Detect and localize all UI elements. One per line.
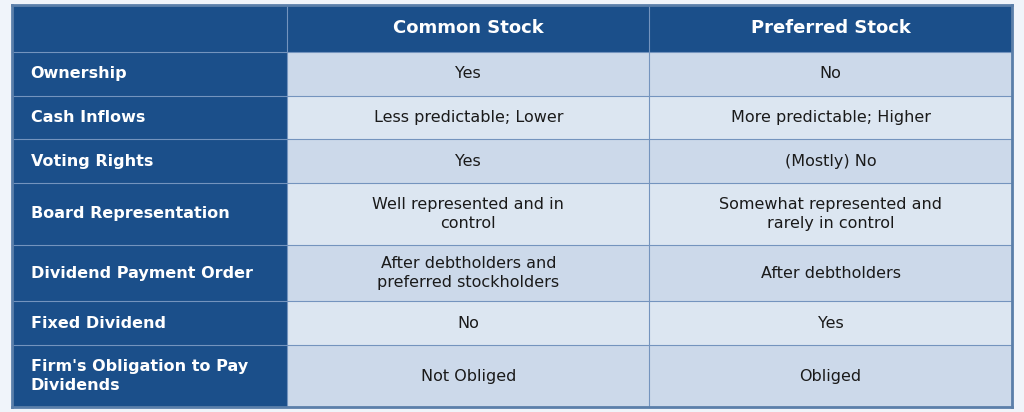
Text: Voting Rights: Voting Rights <box>31 154 154 169</box>
Text: Fixed Dividend: Fixed Dividend <box>31 316 166 331</box>
Bar <box>649 183 1012 245</box>
Text: Somewhat represented and
rarely in control: Somewhat represented and rarely in contr… <box>719 197 942 231</box>
Bar <box>649 301 1012 345</box>
Bar <box>287 52 649 96</box>
Text: Dividend Payment Order: Dividend Payment Order <box>31 266 253 281</box>
Text: Obliged: Obliged <box>800 368 861 384</box>
Bar <box>649 5 1012 52</box>
Bar <box>12 301 287 345</box>
Text: Less predictable; Lower: Less predictable; Lower <box>374 110 563 125</box>
Bar <box>649 245 1012 301</box>
Text: More predictable; Higher: More predictable; Higher <box>730 110 931 125</box>
Bar <box>12 5 287 52</box>
Text: (Mostly) No: (Mostly) No <box>784 154 877 169</box>
Text: Not Obliged: Not Obliged <box>421 368 516 384</box>
Text: Common Stock: Common Stock <box>393 19 544 37</box>
Bar <box>287 301 649 345</box>
Text: Firm's Obligation to Pay
Dividends: Firm's Obligation to Pay Dividends <box>31 359 248 393</box>
Text: No: No <box>458 316 479 331</box>
Bar <box>649 345 1012 407</box>
Bar <box>12 345 287 407</box>
Text: Yes: Yes <box>818 316 844 331</box>
Bar <box>287 183 649 245</box>
Text: Yes: Yes <box>456 154 481 169</box>
Text: No: No <box>819 66 842 81</box>
Bar <box>12 52 287 96</box>
Text: Preferred Stock: Preferred Stock <box>751 19 910 37</box>
Bar <box>287 96 649 139</box>
Text: After debtholders: After debtholders <box>761 266 900 281</box>
Text: After debtholders and
preferred stockholders: After debtholders and preferred stockhol… <box>377 256 559 290</box>
Text: Cash Inflows: Cash Inflows <box>31 110 145 125</box>
Text: Ownership: Ownership <box>31 66 127 81</box>
Bar <box>649 139 1012 183</box>
Bar <box>12 245 287 301</box>
Bar <box>287 345 649 407</box>
Text: Yes: Yes <box>456 66 481 81</box>
Text: Board Representation: Board Representation <box>31 206 229 222</box>
Bar <box>12 183 287 245</box>
Bar <box>12 96 287 139</box>
Bar <box>649 52 1012 96</box>
Text: Well represented and in
control: Well represented and in control <box>373 197 564 231</box>
Bar <box>287 139 649 183</box>
Bar <box>287 5 649 52</box>
Bar <box>287 245 649 301</box>
Bar <box>12 139 287 183</box>
Bar <box>649 96 1012 139</box>
